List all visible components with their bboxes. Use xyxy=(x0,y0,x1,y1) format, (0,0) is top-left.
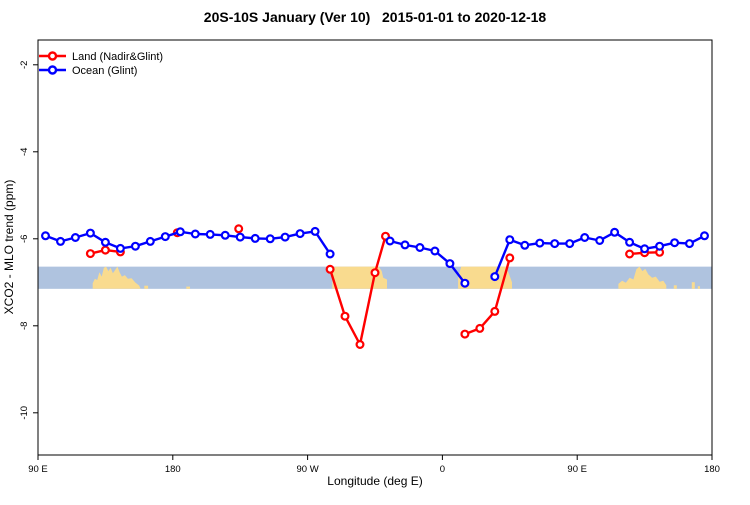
ocean-data-point xyxy=(70,233,80,243)
land-shading-patch xyxy=(691,282,695,289)
ocean-data-point xyxy=(235,232,245,242)
land-data-point xyxy=(625,249,635,259)
legend-marker xyxy=(47,51,58,61)
ocean-data-point xyxy=(55,236,65,246)
ocean-data-point xyxy=(580,233,590,243)
y-tick-label: -4 xyxy=(19,148,30,156)
ocean-data-point xyxy=(505,235,515,245)
land-data-point xyxy=(85,249,95,259)
x-tick-label: 90 W xyxy=(297,464,319,475)
land-data-point xyxy=(355,340,365,350)
ocean-data-point xyxy=(535,238,545,248)
land-data-point xyxy=(100,245,110,255)
ocean-data-point xyxy=(85,228,95,238)
land-data-point xyxy=(370,268,380,278)
land-shading-patch xyxy=(186,286,190,289)
y-tick-label: -8 xyxy=(19,322,30,330)
legend-marker xyxy=(47,65,58,75)
ocean-data-point xyxy=(640,244,650,254)
x-tick-label: 180 xyxy=(165,464,181,475)
land-series-line xyxy=(328,234,387,346)
land-data-point xyxy=(325,264,335,274)
plot-border xyxy=(37,39,713,456)
ocean-data-point xyxy=(460,278,470,288)
legend-label: Land (Nadir&Glint) xyxy=(72,51,163,63)
legend: Land (Nadir&Glint) Ocean (Glint) xyxy=(39,51,163,77)
ocean-data-point xyxy=(385,236,395,246)
land-shading-patch xyxy=(673,285,677,289)
ocean-data-point xyxy=(310,226,320,236)
ocean-data-point xyxy=(430,246,440,256)
ocean-data-point xyxy=(325,249,335,259)
y-tick-label: -10 xyxy=(19,406,30,420)
ocean-data-point xyxy=(415,243,425,253)
land-shading-layer xyxy=(92,266,700,289)
ocean-data-point xyxy=(220,230,230,240)
x-tick-label: 90 E xyxy=(567,464,587,475)
land-shading-patch xyxy=(144,285,149,289)
ocean-data-point xyxy=(145,236,155,246)
ocean-data-point xyxy=(265,234,275,244)
y-tick-label: -6 xyxy=(19,235,30,243)
land-shading-patch xyxy=(618,266,667,289)
land-data-point xyxy=(475,323,485,333)
x-tick-label: 180 xyxy=(704,464,720,475)
ocean-data-point xyxy=(699,231,709,241)
land-data-point xyxy=(340,311,350,321)
ocean-data-point xyxy=(130,241,140,251)
land-shading-patch xyxy=(458,266,512,289)
land-series-line xyxy=(463,256,511,336)
land-shading-patch xyxy=(332,266,387,289)
ocean-data-point xyxy=(655,241,665,251)
land-shading-patch xyxy=(697,286,700,289)
ocean-data-point xyxy=(400,240,410,250)
x-tick-label: 0 xyxy=(440,464,445,475)
ocean-data-point xyxy=(625,237,635,247)
ocean-data-point xyxy=(684,239,694,249)
ocean-data-point xyxy=(610,227,620,237)
land-data-point xyxy=(490,306,500,316)
ocean-data-point xyxy=(40,231,50,241)
land-data-point xyxy=(234,224,244,234)
ocean-data-point xyxy=(115,243,125,253)
ocean-data-point xyxy=(550,239,560,249)
y-axis-label: XCO2 - MLO trend (ppm) xyxy=(2,180,16,315)
chart-title: 20S-10S January (Ver 10) 2015-01-01 to 2… xyxy=(204,9,547,25)
x-axis-label: Longitude (deg E) xyxy=(327,474,422,488)
land-data-point xyxy=(505,253,515,263)
ocean-data-point xyxy=(280,232,290,242)
data-series-layer xyxy=(40,224,709,350)
ocean-data-point xyxy=(565,239,575,249)
legend-label: Ocean (Glint) xyxy=(72,65,137,77)
land-data-point xyxy=(460,329,470,339)
x-tick-label: 90 E xyxy=(28,464,48,475)
ocean-data-point xyxy=(205,229,215,239)
ocean-data-point xyxy=(295,229,305,239)
ocean-data-point xyxy=(445,259,455,269)
y-tick-label: -2 xyxy=(19,61,30,69)
ocean-data-point xyxy=(160,232,170,242)
ocean-data-point xyxy=(670,238,680,248)
ocean-data-point xyxy=(595,236,605,246)
ocean-data-point xyxy=(100,237,110,247)
ocean-data-point xyxy=(520,240,530,250)
ocean-data-point xyxy=(190,229,200,239)
axes-layer: 90 E 180 90 W 0 90 E 180 -2 -4 -6 -8 -10 xyxy=(19,39,720,475)
land-shading-patch xyxy=(92,266,141,289)
ocean-data-point xyxy=(250,233,260,243)
ocean-data-point xyxy=(490,272,500,282)
ocean-data-point xyxy=(175,227,185,237)
